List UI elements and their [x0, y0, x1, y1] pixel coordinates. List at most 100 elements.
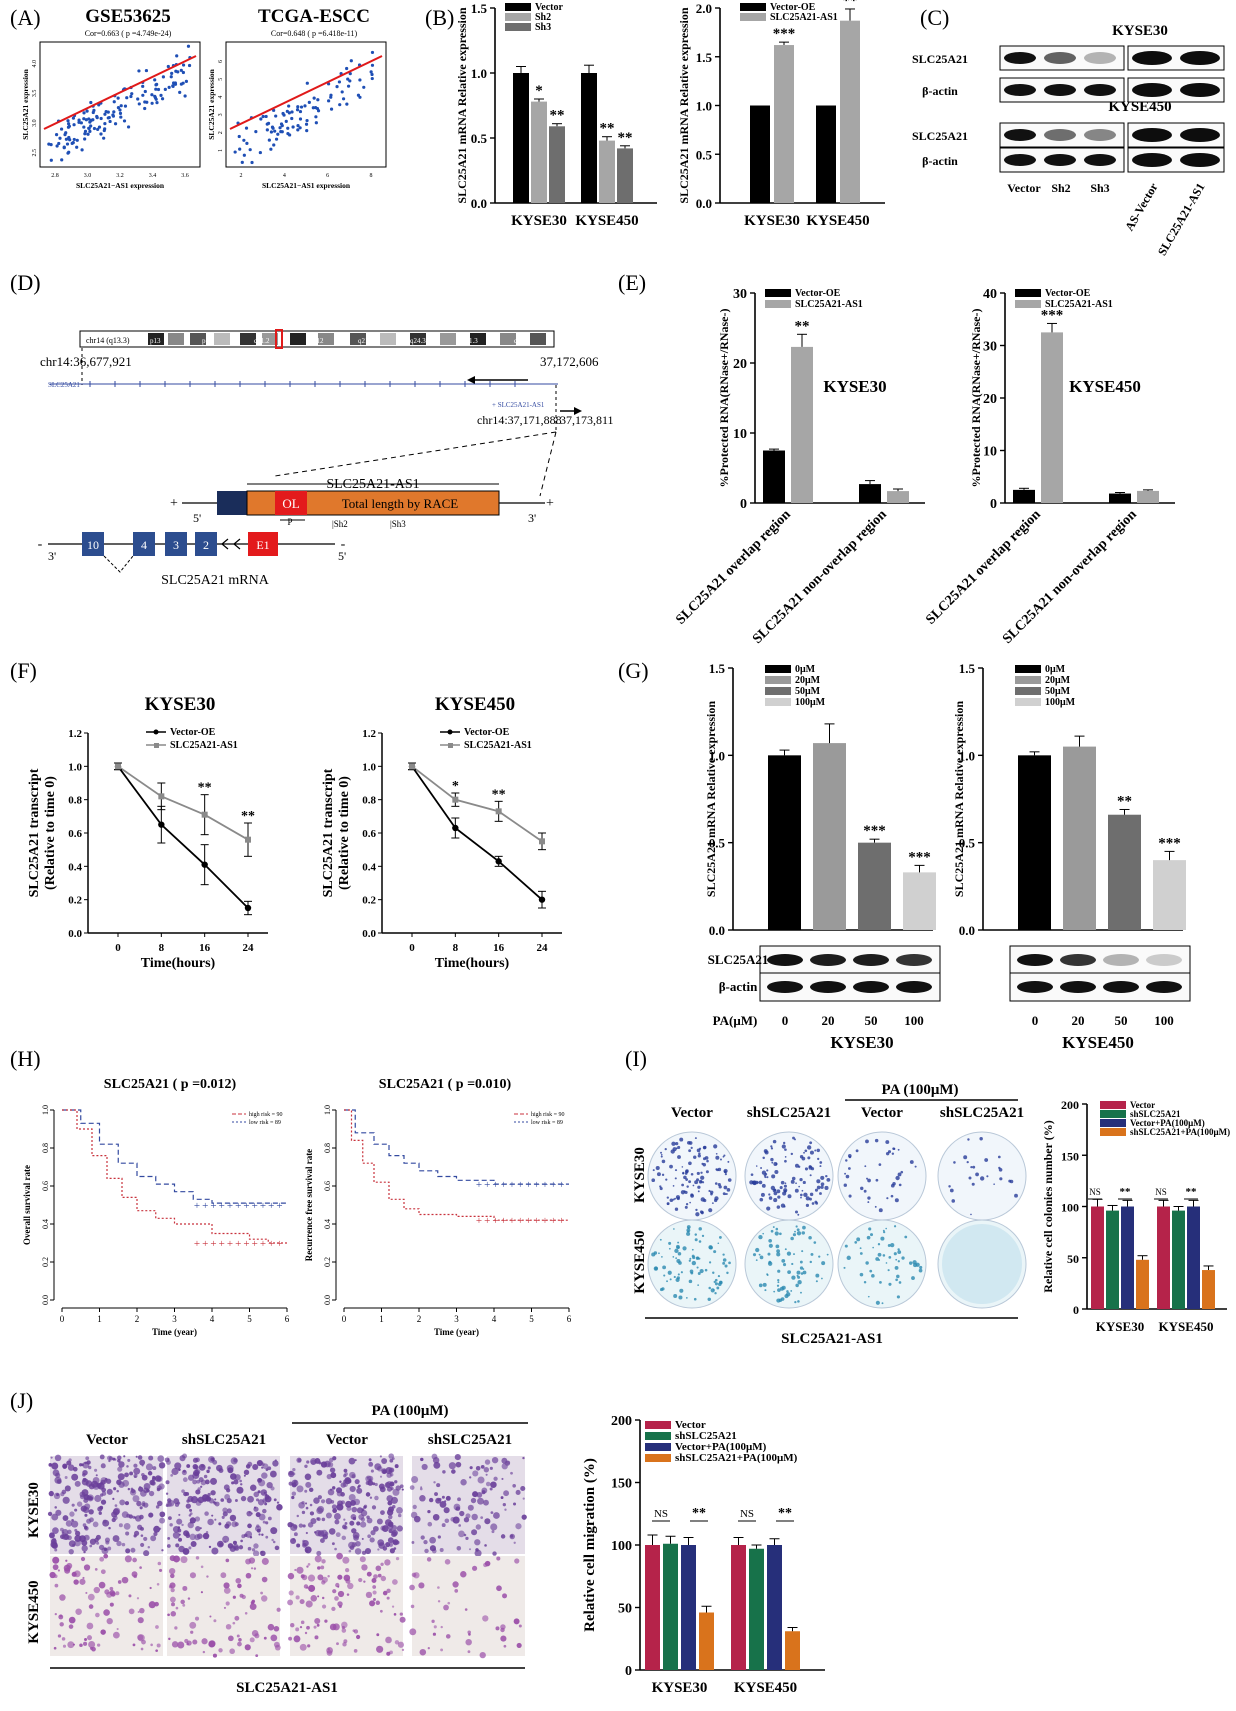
data-point [154, 87, 158, 91]
migrated-cell [387, 1537, 394, 1544]
colony-dot [815, 1280, 818, 1283]
migrated-cell [343, 1525, 348, 1530]
colony-dot [843, 1183, 847, 1187]
migrated-cell [267, 1466, 272, 1471]
censor-mark: + [268, 1238, 274, 1250]
y-tick-label: 40 [983, 287, 997, 302]
colony-dot [816, 1179, 821, 1184]
censor-mark: + [227, 1238, 233, 1250]
y-tick-label: 100 [1061, 1201, 1079, 1215]
blot-cell-title: KYSE30 [1112, 23, 1168, 39]
plus-strand: + [546, 496, 554, 511]
colony-dot [722, 1253, 725, 1256]
blot-lane-label: Sh2 [1051, 181, 1070, 195]
colony-dot [776, 1189, 781, 1194]
migrated-cell [142, 1501, 146, 1505]
migrated-cell [409, 1628, 417, 1636]
migrated-cell [287, 1599, 294, 1606]
y-tick-label: 0 [990, 497, 997, 512]
migrated-cell [135, 1455, 138, 1458]
migrated-cell [132, 1643, 136, 1647]
data-point [96, 127, 100, 131]
colony-dot [755, 1259, 758, 1262]
data-point [337, 80, 342, 84]
significance-mark: ** [492, 787, 506, 802]
colony-dot [909, 1261, 913, 1265]
colony-dot [968, 1176, 972, 1180]
colony-dot [768, 1196, 773, 1200]
legend-label: Vector [675, 1419, 706, 1431]
migrated-cell [320, 1499, 326, 1504]
migrated-cell [141, 1472, 145, 1477]
migrated-cell [67, 1464, 75, 1471]
y-axis-label-2: (Relative to time 0) [43, 776, 58, 890]
coordinate2-right: 37,173,811 [560, 413, 614, 427]
x-tick-label: 3.2 [116, 173, 124, 179]
migrated-cell [304, 1502, 308, 1505]
colony-dot [808, 1165, 813, 1170]
colony-dot [887, 1269, 890, 1272]
migrated-cell [368, 1458, 372, 1462]
migrated-cell [262, 1520, 266, 1524]
migrated-cell [256, 1524, 260, 1528]
colony-dot [770, 1185, 776, 1191]
migrated-cell [374, 1495, 379, 1501]
y-axis-label: Overall survival rate [22, 1165, 32, 1245]
chromosome-band [350, 333, 366, 345]
migrated-cell [352, 1516, 357, 1521]
migrated-cell [386, 1509, 394, 1516]
migrated-cell [288, 1636, 293, 1641]
migrated-cell [132, 1515, 136, 1519]
x-tick-label: 5 [529, 1314, 534, 1324]
panel-e-cell-label: KYSE30 [823, 377, 886, 396]
colony-dot [896, 1274, 900, 1279]
migrated-cell [238, 1637, 242, 1642]
colony-dot [752, 1253, 757, 1257]
x-tick-label: 4 [210, 1314, 215, 1324]
migrated-cell [65, 1559, 68, 1562]
migrated-cell [112, 1457, 116, 1461]
migrated-cell [204, 1479, 210, 1485]
migrated-cell [291, 1491, 297, 1496]
colony-dot [764, 1289, 767, 1292]
migrated-cell [117, 1466, 123, 1472]
migrated-cell [321, 1559, 326, 1564]
colony-dot [865, 1139, 869, 1144]
band-label: p12 [202, 337, 213, 345]
migrated-cell [171, 1641, 179, 1648]
migrated-cell [94, 1537, 99, 1543]
colony-dot [791, 1176, 796, 1181]
migrated-cell [337, 1590, 345, 1598]
colony-dot [797, 1280, 802, 1285]
blot-band [1084, 129, 1116, 141]
migrated-cell [204, 1511, 209, 1516]
migrated-cell [472, 1491, 479, 1498]
colony-dot [809, 1192, 814, 1197]
colony-dot [897, 1248, 900, 1251]
well-column-label: shSLC25A21 [940, 1105, 1024, 1121]
migrated-cell [490, 1481, 497, 1489]
migrated-cell [252, 1463, 259, 1471]
colony-dot [777, 1269, 781, 1273]
migrated-cell [382, 1546, 388, 1551]
y-tick-label: 1.5 [709, 661, 726, 676]
x-axis-label: Time(hours) [141, 956, 216, 971]
colony-dot [797, 1213, 800, 1216]
migrated-cell [178, 1533, 181, 1536]
exon-label: E1 [256, 538, 269, 552]
colony-dot [697, 1271, 701, 1275]
migrated-cell [333, 1513, 341, 1520]
arrow-head [467, 376, 475, 384]
migrated-cell [376, 1633, 380, 1637]
colony-dot [717, 1242, 720, 1245]
colony-dot [826, 1253, 829, 1256]
migrated-cell [155, 1649, 158, 1653]
colony-dot [787, 1270, 791, 1274]
colony-dot [700, 1175, 705, 1180]
y-tick-label: 0.0 [323, 1295, 332, 1305]
migrated-cell [154, 1475, 162, 1482]
colony-dot [722, 1261, 726, 1265]
migrated-cell [251, 1630, 259, 1637]
